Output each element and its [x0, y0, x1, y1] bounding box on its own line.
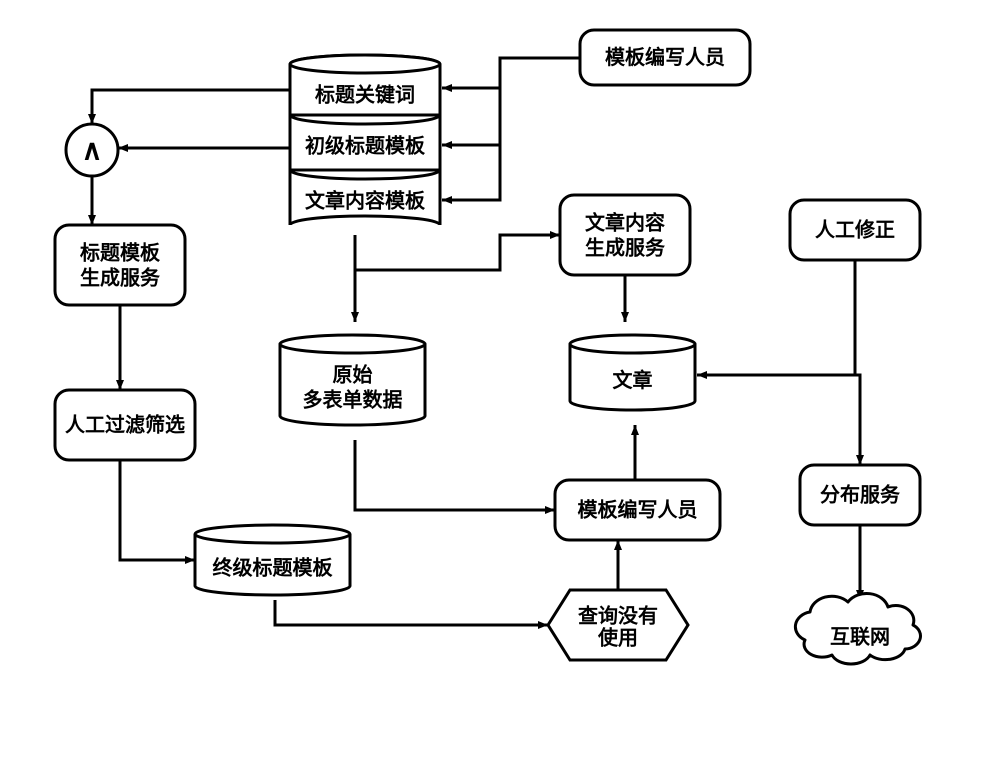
svg-text:多表单数据: 多表单数据	[303, 388, 403, 412]
svg-text:∧: ∧	[82, 135, 103, 166]
svg-text:标题关键词: 标题关键词	[315, 83, 415, 107]
svg-text:使用: 使用	[597, 626, 638, 650]
svg-text:互联网: 互联网	[830, 626, 890, 649]
svg-text:文章内容: 文章内容	[585, 211, 665, 235]
svg-text:人工修正: 人工修正	[815, 218, 895, 242]
svg-text:人工过滤筛选: 人工过滤筛选	[65, 413, 185, 437]
svg-text:终级标题模板: 终级标题模板	[213, 556, 334, 580]
svg-text:文章内容模板: 文章内容模板	[305, 189, 426, 213]
svg-text:查询没有: 查询没有	[578, 604, 658, 628]
svg-text:生成服务: 生成服务	[585, 236, 666, 260]
svg-text:模板编写人员: 模板编写人员	[578, 498, 698, 522]
svg-text:模板编写人员: 模板编写人员	[605, 45, 725, 69]
svg-text:初级标题模板: 初级标题模板	[305, 134, 426, 158]
svg-text:生成服务: 生成服务	[80, 266, 161, 290]
svg-text:标题模板: 标题模板	[80, 241, 161, 265]
svg-text:分布服务: 分布服务	[820, 483, 901, 507]
svg-text:原始: 原始	[333, 363, 373, 387]
svg-text:文章: 文章	[613, 368, 653, 392]
